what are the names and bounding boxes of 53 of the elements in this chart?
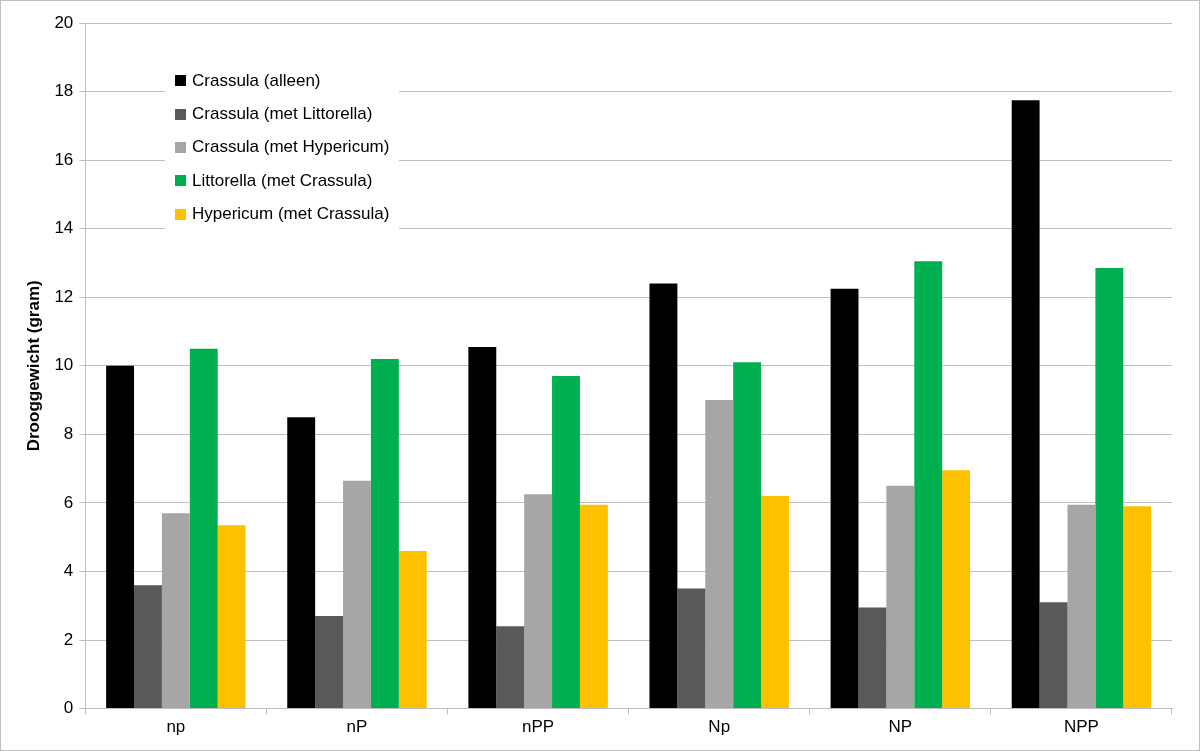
x-tick-label: NP — [888, 717, 913, 737]
bar — [398, 550, 427, 709]
bar — [524, 494, 553, 709]
bar — [161, 513, 190, 709]
bar — [287, 417, 316, 709]
legend-label: Hypericum (met Crassula) — [192, 204, 390, 225]
bar — [106, 365, 135, 709]
y-tick-label: 6 — [63, 492, 74, 512]
bar — [830, 288, 859, 709]
bar — [649, 283, 678, 709]
bar — [858, 607, 887, 709]
bar — [1095, 268, 1124, 709]
x-tick-label: np — [166, 717, 186, 737]
y-tick-label: 0 — [63, 698, 74, 718]
legend-label: Crassula (met Hypericum) — [192, 137, 390, 158]
bar — [886, 485, 915, 709]
bar — [134, 585, 162, 709]
legend-label: Crassula (alleen) — [192, 70, 321, 91]
bar — [343, 480, 371, 709]
bar — [189, 348, 218, 709]
bar — [677, 588, 706, 709]
bar — [705, 400, 734, 709]
y-tick-label: 14 — [54, 218, 74, 238]
y-tick-label: 8 — [63, 424, 74, 444]
bar — [1067, 504, 1096, 709]
y-tick-label: 2 — [63, 629, 74, 649]
bar — [370, 358, 399, 709]
y-tick-label: 12 — [54, 286, 74, 306]
y-tick-label: 10 — [54, 355, 74, 375]
legend-label: Littorella (met Crassula) — [192, 170, 373, 191]
bar — [315, 616, 344, 709]
bar — [1011, 100, 1040, 709]
bar — [468, 346, 497, 709]
bar — [579, 504, 608, 709]
y-axis-title: Drooggewicht (gram) — [23, 280, 43, 452]
legend-label: Crassula (met Littorella) — [192, 104, 373, 125]
x-tick-label: nP — [346, 717, 368, 737]
y-tick-label: 4 — [63, 561, 74, 581]
bar — [496, 626, 525, 709]
bar — [1123, 506, 1152, 709]
bar — [217, 525, 246, 709]
bar — [761, 496, 789, 709]
bar — [1039, 602, 1068, 709]
bar — [914, 261, 943, 709]
x-tick-label: Np — [708, 717, 731, 737]
bar — [942, 470, 971, 709]
bar — [552, 376, 580, 709]
y-tick-label: 18 — [54, 81, 74, 101]
x-tick-label: NPP — [1063, 717, 1099, 737]
x-tick-label: nPP — [522, 717, 555, 737]
y-tick-label: 16 — [54, 149, 74, 169]
bar — [733, 362, 762, 709]
y-tick-label: 20 — [54, 12, 74, 32]
